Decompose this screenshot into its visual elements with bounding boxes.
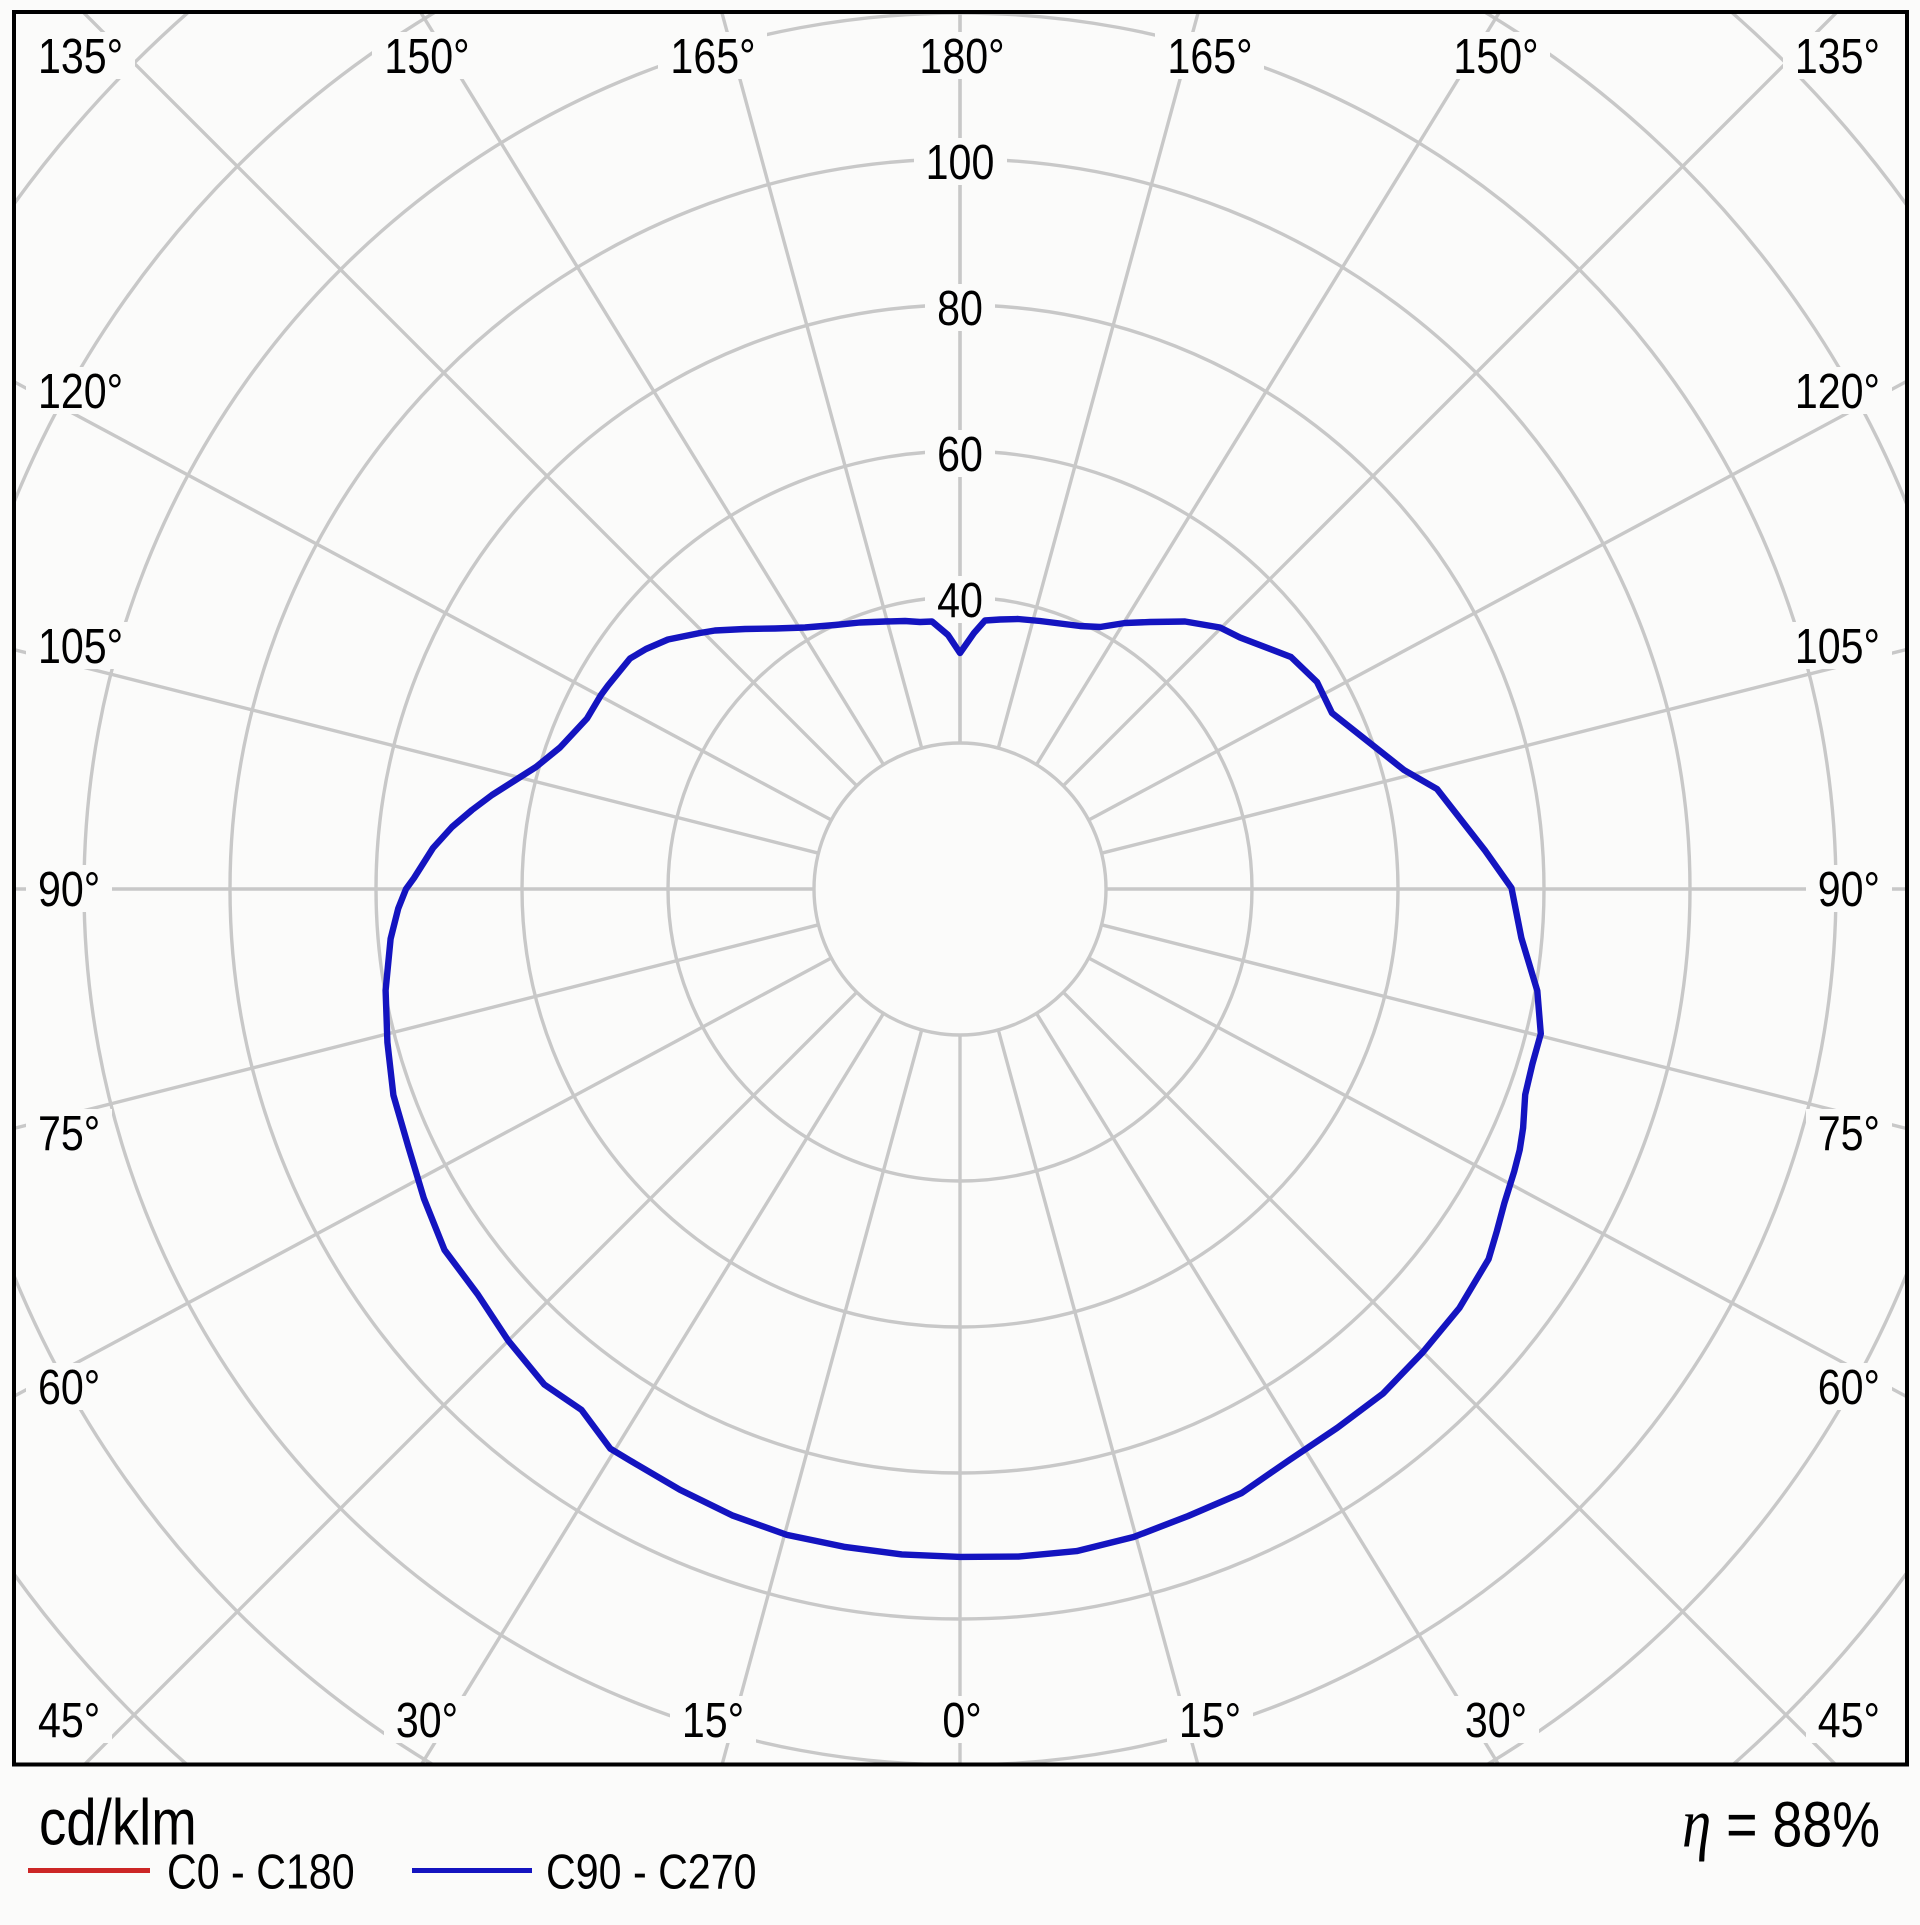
svg-text:135°: 135°: [1795, 29, 1880, 84]
svg-text:165°: 165°: [670, 29, 755, 84]
svg-text:60: 60: [937, 427, 983, 482]
svg-text:150°: 150°: [1453, 29, 1538, 84]
svg-text:C90 - C270: C90 - C270: [546, 1844, 756, 1899]
svg-text:30°: 30°: [396, 1693, 458, 1748]
svg-text:165°: 165°: [1167, 29, 1252, 84]
svg-text:0°: 0°: [942, 1693, 981, 1748]
svg-text:60°: 60°: [1818, 1360, 1880, 1415]
svg-text:40: 40: [937, 573, 983, 628]
svg-text:15°: 15°: [682, 1693, 744, 1748]
svg-text:90°: 90°: [38, 862, 100, 917]
svg-text:75°: 75°: [38, 1106, 100, 1161]
svg-text:150°: 150°: [384, 29, 469, 84]
svg-text:120°: 120°: [1795, 364, 1880, 419]
svg-text:80: 80: [937, 281, 983, 336]
svg-text:105°: 105°: [38, 619, 123, 674]
svg-text:60°: 60°: [38, 1360, 100, 1415]
svg-text:30°: 30°: [1465, 1693, 1527, 1748]
svg-text:45°: 45°: [38, 1693, 100, 1748]
svg-text:75°: 75°: [1818, 1106, 1880, 1161]
svg-text:15°: 15°: [1179, 1693, 1241, 1748]
svg-text:120°: 120°: [38, 364, 123, 419]
svg-text:45°: 45°: [1818, 1693, 1880, 1748]
svg-text:100: 100: [926, 135, 995, 190]
svg-text:105°: 105°: [1795, 619, 1880, 674]
svg-text:η = 88%: η = 88%: [1682, 1784, 1880, 1862]
svg-text:135°: 135°: [38, 29, 123, 84]
svg-text:90°: 90°: [1818, 862, 1880, 917]
svg-text:180°: 180°: [919, 29, 1004, 84]
svg-text:C0 - C180: C0 - C180: [167, 1844, 355, 1899]
